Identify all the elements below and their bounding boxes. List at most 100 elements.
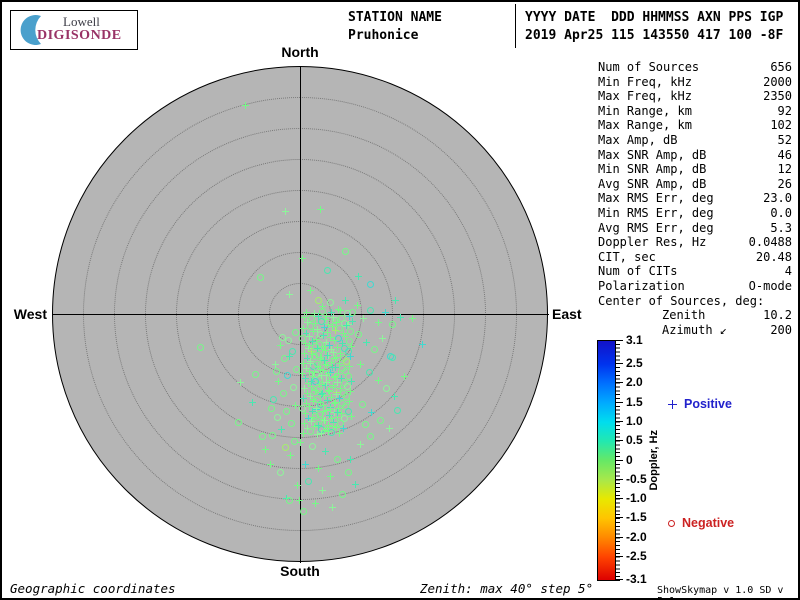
source-point-positive	[323, 396, 331, 404]
colorbar-major-tick	[616, 459, 623, 461]
lowell-digisonde-logo: Lowell DIGISONDE	[10, 10, 138, 50]
source-point-positive	[353, 301, 361, 309]
source-point-positive	[304, 414, 312, 422]
source-point-positive	[326, 405, 334, 413]
source-point-positive	[304, 379, 312, 387]
source-point-positive	[324, 320, 332, 328]
source-point-positive	[322, 371, 330, 379]
source-point-positive	[335, 359, 343, 367]
compass-label-west: West	[13, 306, 47, 322]
colorbar-tick-label: 3.1	[626, 333, 643, 347]
source-point-negative	[290, 437, 298, 445]
colorbar-major-tick	[616, 517, 623, 519]
stat-value: 2000	[763, 74, 792, 89]
source-point-positive	[354, 272, 362, 280]
source-point-negative	[276, 468, 284, 476]
source-point-positive	[324, 386, 332, 394]
source-point-negative	[256, 273, 264, 281]
stat-label: Center of Sources, deg:	[598, 293, 765, 308]
colorbar-tick-label: -1.5	[626, 510, 647, 525]
source-point-positive	[307, 377, 315, 385]
colorbar-major-tick	[616, 420, 623, 422]
source-point-negative	[393, 406, 401, 414]
source-point-positive	[385, 424, 393, 432]
stat-value: 5.3	[770, 220, 792, 235]
source-point-negative	[344, 468, 352, 476]
source-point-positive	[300, 419, 308, 427]
source-point-negative	[285, 496, 293, 504]
source-point-positive	[330, 336, 338, 344]
colorbar-major-tick	[616, 363, 623, 365]
source-point-positive	[347, 412, 355, 420]
source-point-negative	[304, 477, 312, 485]
source-point-positive	[333, 408, 341, 416]
source-point-positive	[316, 353, 324, 361]
source-point-negative	[376, 416, 384, 424]
source-point-positive	[359, 314, 367, 322]
source-point-negative	[342, 392, 350, 400]
stat-label: CIT, sec	[598, 249, 656, 264]
source-point-negative	[298, 404, 306, 412]
source-point-positive	[274, 377, 282, 385]
source-point-positive	[329, 348, 337, 356]
source-point-negative	[370, 345, 378, 353]
source-point-positive	[323, 361, 331, 369]
source-point-positive	[299, 429, 307, 437]
source-point-positive	[261, 445, 269, 453]
source-point-negative	[334, 334, 342, 342]
source-point-positive	[356, 360, 364, 368]
source-point-positive	[307, 382, 315, 390]
source-point-positive	[367, 408, 375, 416]
source-point-positive	[319, 331, 327, 339]
source-point-positive	[326, 333, 334, 341]
compass-label-north: North	[281, 44, 319, 60]
stat-row: Polarization O-mode	[598, 279, 792, 294]
colorbar-major-tick	[616, 478, 623, 480]
circle-marker-icon	[668, 519, 675, 527]
source-point-positive	[299, 394, 307, 402]
stat-label: Min RMS Err, deg	[598, 205, 714, 220]
source-point-positive	[341, 296, 349, 304]
source-point-positive	[362, 338, 370, 346]
source-point-positive	[301, 339, 309, 347]
source-point-positive	[345, 362, 353, 370]
source-point-positive	[308, 413, 316, 421]
crescent-icon	[20, 15, 41, 46]
source-point-positive	[310, 422, 318, 430]
source-point-positive	[303, 318, 311, 326]
source-point-negative	[310, 352, 318, 360]
source-point-positive	[325, 411, 333, 419]
source-point-positive	[306, 359, 314, 367]
source-point-negative	[338, 490, 346, 498]
source-point-positive	[378, 334, 386, 342]
source-point-positive	[328, 503, 336, 511]
source-point-negative	[336, 419, 344, 427]
source-point-positive	[307, 417, 315, 425]
source-point-positive	[309, 327, 317, 335]
stat-row: Min Freq, kHz 2000	[598, 75, 792, 90]
source-point-positive	[334, 404, 342, 412]
source-point-positive	[339, 329, 347, 337]
source-point-positive	[351, 480, 359, 488]
source-point-positive	[307, 347, 315, 355]
source-point-positive	[346, 455, 354, 463]
source-point-positive	[374, 318, 382, 326]
source-point-positive	[318, 415, 326, 423]
source-point-positive	[317, 429, 325, 437]
colorbar-major-tick	[616, 401, 623, 403]
source-point-positive	[330, 354, 338, 362]
stat-value: 46	[777, 147, 792, 162]
stat-value: 92	[777, 103, 792, 118]
source-point-positive	[321, 360, 329, 368]
source-point-positive	[336, 306, 344, 314]
stat-value: O-mode	[748, 278, 792, 293]
source-point-positive	[345, 397, 353, 405]
source-point-positive	[318, 389, 326, 397]
stat-row: Min Range, km 92	[598, 104, 792, 119]
source-point-negative	[272, 367, 280, 375]
source-point-positive	[303, 389, 311, 397]
stat-row: Max Range, km 102	[598, 118, 792, 133]
source-point-positive	[271, 360, 279, 368]
source-point-negative	[268, 431, 276, 439]
source-point-negative	[345, 337, 353, 345]
